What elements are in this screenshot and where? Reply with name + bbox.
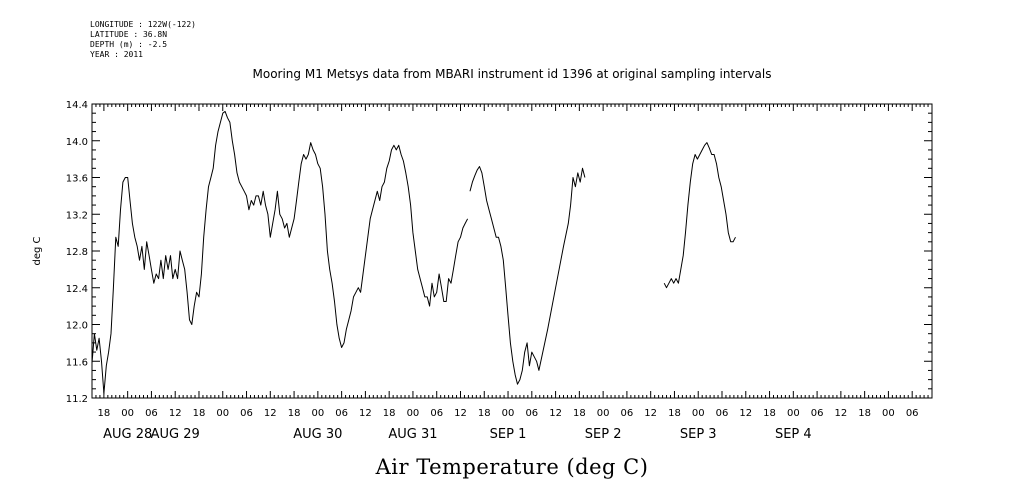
x-date-label: SEP 4	[775, 427, 812, 442]
x-tick-label: 00	[502, 408, 515, 419]
x-tick-label: 12	[739, 408, 752, 419]
x-tick-label: 18	[193, 408, 206, 419]
x-tick-label: 12	[359, 408, 372, 419]
y-axis: 11.2 11.6 12.0 12.4 12.8 13.2 13.6 14.0 14.4	[66, 100, 932, 405]
x-tick-label: 18	[573, 408, 586, 419]
x-tick-label: 06	[811, 408, 824, 419]
x-tick-label: 06	[145, 408, 158, 419]
x-date-label: SEP 1	[490, 427, 527, 442]
x-tick-label: 18	[98, 408, 111, 419]
x-date-label: AUG 31	[388, 427, 437, 442]
x-axis: 18 00 06 12 18 00 06 12 18 00 06 12 18 00 06 12 18 00 06 12…	[91, 104, 933, 442]
year-text: YEAR : 2011	[90, 50, 143, 59]
y-axis-label: deg C	[32, 236, 43, 265]
x-tick-label: 12	[644, 408, 657, 419]
x-tick-label: 18	[668, 408, 681, 419]
x-tick-label: 18	[288, 408, 301, 419]
x-tick-label: 12	[169, 408, 182, 419]
x-tick-label: 00	[597, 408, 610, 419]
x-tick-label: 00	[121, 408, 134, 419]
latitude-text: LATITUDE : 36.8N	[90, 30, 168, 39]
x-tick-label: 06	[240, 408, 253, 419]
x-tick-label: 00	[882, 408, 895, 419]
x-tick-label: 06	[621, 408, 634, 419]
depth-text: DEPTH (m) : -2.5	[90, 40, 168, 49]
x-tick-label: 06	[335, 408, 348, 419]
y-tick-label: 12.4	[66, 284, 88, 295]
x-date-label: SEP 2	[585, 427, 622, 442]
chart-title: Mooring M1 Metsys data from MBARI instru…	[252, 67, 772, 81]
y-tick-label: 14.4	[66, 100, 88, 111]
x-tick-label: 06	[906, 408, 919, 419]
x-tick-label: 00	[216, 408, 229, 419]
longitude-text: LONGITUDE : 122W(-122)	[90, 20, 196, 29]
x-axis-label: Air Temperature (deg C)	[375, 455, 649, 479]
x-tick-label: 12	[549, 408, 562, 419]
y-tick-label: 13.2	[66, 210, 88, 221]
series-line-segment	[469, 166, 586, 385]
x-date-label: AUG 28	[103, 427, 152, 442]
metadata-block: LONGITUDE : 122W(-122) LATITUDE : 36.8N …	[90, 20, 196, 60]
x-tick-label: 00	[787, 408, 800, 419]
y-tick-label: 14.0	[66, 137, 88, 148]
x-tick-label: 06	[716, 408, 729, 419]
x-tick-label: 12	[264, 408, 277, 419]
x-date-label: AUG 30	[293, 427, 342, 442]
x-tick-label: 18	[383, 408, 396, 419]
series-line-segment	[663, 142, 736, 289]
y-tick-label: 11.6	[66, 357, 88, 368]
x-date-label: SEP 3	[680, 427, 717, 442]
x-tick-label: 12	[454, 408, 467, 419]
x-tick-label: 00	[311, 408, 324, 419]
x-tick-label: 06	[525, 408, 538, 419]
x-tick-label: 18	[763, 408, 776, 419]
y-tick-label: 12.8	[66, 247, 88, 258]
x-tick-label: 00	[692, 408, 705, 419]
x-tick-label: 06	[430, 408, 443, 419]
series-line-segment	[91, 110, 469, 394]
y-tick-label: 13.6	[66, 174, 88, 185]
x-tick-label: 18	[858, 408, 871, 419]
x-date-label: AUG 29	[151, 427, 200, 442]
series-layer	[91, 110, 736, 394]
y-tick-label: 12.0	[66, 321, 88, 332]
x-tick-label: 18	[478, 408, 491, 419]
y-tick-label: 11.2	[66, 394, 88, 405]
x-tick-label: 12	[835, 408, 848, 419]
x-tick-label: 00	[407, 408, 420, 419]
